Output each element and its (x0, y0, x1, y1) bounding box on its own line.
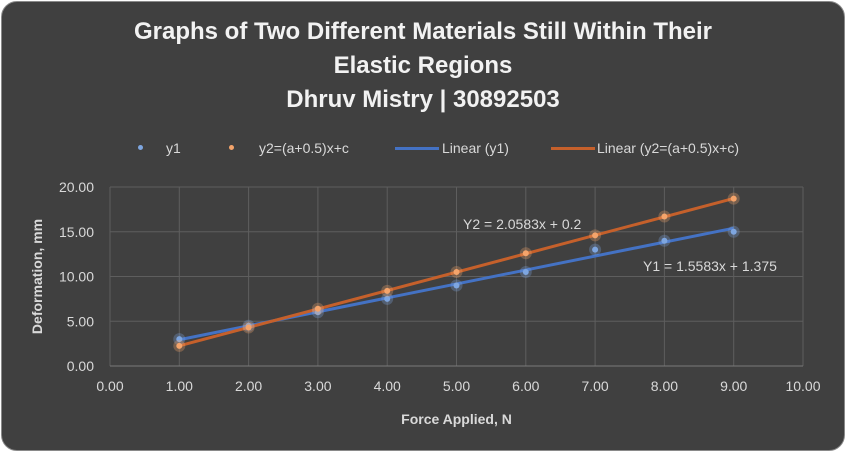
x-tick-label: 7.00 (581, 378, 608, 394)
y-tick-label: 20.00 (59, 179, 94, 195)
data-point-series-2 (384, 287, 391, 294)
y-tick-label: 15.00 (59, 224, 94, 240)
y-tick-label: 0.00 (67, 358, 94, 374)
legend-label-y2: y2=(a+0.5)x+c (259, 140, 349, 156)
data-point-series-1 (730, 228, 737, 235)
legend-label-linear-y2: Linear (y2=(a+0.5)x+c) (597, 140, 740, 156)
data-point-series-1 (176, 336, 183, 343)
data-point-series-2 (730, 195, 737, 202)
x-tick-label: 4.00 (374, 378, 401, 394)
trendline-equation-y2: Y2 = 2.0583x + 0.2 (463, 216, 582, 232)
data-point-series-1 (522, 269, 529, 276)
data-point-series-2 (314, 305, 321, 312)
legend-marker-y1 (138, 145, 143, 150)
x-tick-label: 0.00 (96, 378, 123, 394)
legend-label-y1: y1 (166, 140, 181, 156)
x-axis-title: Force Applied, N (401, 411, 512, 427)
data-point-series-1 (384, 295, 391, 302)
data-point-series-2 (522, 250, 529, 257)
chart-subtitle: Dhruv Mistry | 30892503 (286, 86, 560, 113)
legend-marker-y2 (229, 145, 234, 150)
x-tick-label: 5.00 (443, 378, 470, 394)
data-point-series-2 (176, 342, 183, 349)
data-point-series-2 (592, 232, 599, 239)
data-point-series-2 (661, 213, 668, 220)
x-tick-label: 1.00 (166, 378, 193, 394)
legend: y1 y2=(a+0.5)x+c Linear (y1) Linear (y2=… (0, 140, 846, 158)
data-point-series-2 (245, 324, 252, 331)
data-point-series-2 (453, 269, 460, 276)
x-tick-label: 10.00 (785, 378, 820, 394)
x-tick-label: 9.00 (720, 378, 747, 394)
legend-label-linear-y1: Linear (y1) (442, 140, 509, 156)
chart-title-line-2: Elastic Regions (333, 52, 513, 79)
data-point-series-1 (453, 282, 460, 289)
legend-line-linear-y1 (395, 147, 439, 150)
x-tick-label: 2.00 (235, 378, 262, 394)
y-axis-title: Deformation, mm (29, 219, 45, 334)
x-tick-label: 8.00 (651, 378, 678, 394)
y-tick-label: 5.00 (67, 313, 94, 329)
chart-title-line-1: Graphs of Two Different Materials Still … (133, 18, 713, 45)
data-point-series-1 (661, 237, 668, 244)
x-tick-label: 6.00 (512, 378, 539, 394)
y-tick-label: 10.00 (59, 269, 94, 285)
legend-line-linear-y2 (551, 147, 595, 150)
x-tick-label: 3.00 (304, 378, 331, 394)
data-point-series-1 (592, 246, 599, 253)
trendline-equation-y1: Y1 = 1.5583x + 1.375 (643, 258, 777, 274)
